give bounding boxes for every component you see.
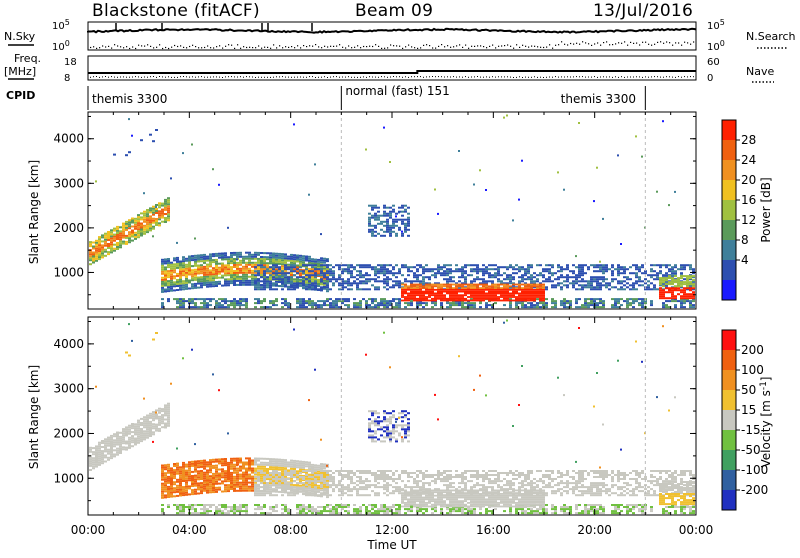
cpid-segment-label-3: themis 3300	[561, 92, 636, 106]
colorbar-swatch	[722, 240, 736, 261]
colorbar-tick-label: 28	[741, 133, 756, 147]
colorbar-tick-label: -200	[741, 483, 768, 497]
cpid-segment-label-1: themis 3300	[92, 92, 167, 106]
colorbar-tick-label: 15	[741, 403, 756, 417]
freq-panel-frame	[88, 56, 696, 80]
x-tick-label: 20:00	[577, 523, 612, 537]
x-tick-label: 12:00	[375, 523, 410, 537]
nsky-traces	[88, 23, 696, 49]
colorbar-tick-label: 8	[741, 233, 749, 247]
cpid-label: CPID	[6, 89, 35, 102]
freq-unit: [MHz]	[4, 65, 36, 78]
velocity-heatmap	[89, 317, 695, 515]
colorbar-tick-label: 20	[741, 173, 756, 187]
colorbar-tick-label: 24	[741, 153, 756, 167]
freq-tick-bottom: 8	[64, 73, 70, 84]
x-tick-label: 08:00	[273, 523, 308, 537]
nsearch-label: N.Search	[746, 30, 796, 43]
power-colorbar-label: Power [dB]	[759, 177, 773, 242]
colorbar-tick-label: 100	[741, 363, 764, 377]
nave-tick-top: 60	[707, 57, 720, 68]
colorbar-swatch	[722, 430, 736, 451]
nave-label: Nave	[746, 65, 774, 78]
colorbar-swatch	[722, 280, 736, 301]
freq-traces	[88, 71, 696, 78]
colorbar-swatch	[722, 200, 736, 221]
colorbar-tick-label: -50	[741, 443, 761, 457]
nsearch-tick-bottom: 100	[707, 39, 725, 53]
y-tick-label: 2000	[53, 426, 84, 440]
x-tick-label: 00:00	[71, 523, 106, 537]
y-tick-label: 4000	[53, 337, 84, 351]
x-tick-label: 16:00	[476, 523, 511, 537]
colorbar-swatch	[722, 410, 736, 431]
colorbar-swatch	[722, 160, 736, 181]
colorbar-swatch	[722, 390, 736, 411]
colorbar-tick-label: 200	[741, 343, 764, 357]
cpid-segment-label-2: normal (fast) 151	[345, 84, 449, 98]
power-heatmap	[89, 112, 695, 309]
x-tick-label: 04:00	[172, 523, 207, 537]
y-tick-label: 3000	[53, 176, 84, 190]
freq-label: Freq.	[14, 52, 41, 65]
freq-tick-top: 18	[64, 57, 77, 68]
y-tick-label: 1000	[53, 471, 84, 485]
y-tick-label: 4000	[53, 132, 84, 146]
colorbar-swatch	[722, 470, 736, 491]
station-title: Blackstone (fitACF)	[92, 1, 260, 21]
colorbar-swatch	[722, 490, 736, 511]
velocity-colorbar-label: Velocity [m s-1]	[759, 377, 773, 468]
nsky-panel-frame	[88, 22, 696, 50]
colorbar-swatch	[722, 140, 736, 161]
date-title: 13/Jul/2016	[593, 1, 693, 21]
nsky-tick-top: 105	[52, 18, 70, 32]
time-axis-label: Time UT	[366, 538, 417, 552]
y-tick-label: 3000	[53, 382, 84, 396]
colorbar-swatch	[722, 260, 736, 281]
power-colorbar: 28 24 20 16 12 8 4	[722, 120, 756, 301]
colorbar-swatch	[722, 180, 736, 201]
colorbar-swatch	[722, 450, 736, 471]
colorbar-tick-label: 12	[741, 213, 756, 227]
colorbar-tick-label: -15	[741, 423, 761, 437]
nave-tick-bottom: 0	[707, 73, 713, 84]
colorbar-tick-label: 50	[741, 383, 756, 397]
colorbar-swatch	[722, 120, 736, 141]
y-tick-label: 2000	[53, 221, 84, 235]
beam-title: Beam 09	[355, 1, 433, 21]
nsearch-tick-top: 105	[707, 18, 725, 32]
velocity-ylabel: Slant Range [km]	[27, 365, 41, 469]
power-ylabel: Slant Range [km]	[27, 160, 41, 264]
colorbar-swatch	[722, 370, 736, 391]
nsky-tick-bottom: 100	[52, 39, 70, 53]
colorbar-tick-label: 16	[741, 193, 756, 207]
colorbar-swatch	[722, 330, 736, 351]
colorbar-tick-label: 4	[741, 253, 749, 267]
x-tick-label: 00:00	[679, 523, 714, 537]
y-tick-label: 1000	[53, 265, 84, 279]
nsky-label: N.Sky	[4, 30, 36, 43]
colorbar-swatch	[722, 350, 736, 371]
colorbar-swatch	[722, 220, 736, 241]
